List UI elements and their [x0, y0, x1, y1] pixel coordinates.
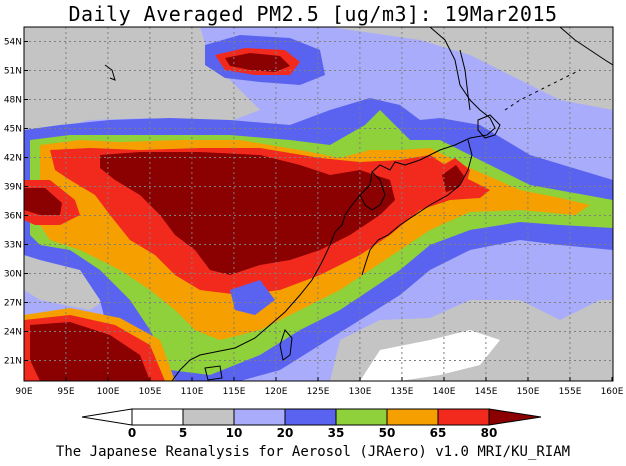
colorbar-overflow-triangle: [488, 408, 542, 426]
lon-tick-label: 150E: [517, 387, 540, 397]
longitude-axis: 90E 95E 100E 105E 110E 115E 120E 125E 130E 135E 14…: [15, 377, 624, 397]
colorbar-level-label: 50: [379, 426, 396, 440]
colorbar-swatch: [233, 408, 286, 426]
data-credit: The Japanese Reanalysis for Aerosol (JRA…: [55, 444, 571, 460]
lat-tick-label: 24N: [4, 328, 22, 338]
colorbar-underflow-triangle: [81, 408, 133, 426]
lon-tick-label: 125E: [307, 387, 330, 397]
field-gray-nw: [24, 27, 260, 140]
lat-tick-label: 30N: [4, 270, 22, 280]
coastline-taiwan: [279, 329, 293, 361]
coastline-hokkaido: [477, 114, 501, 139]
graticule: [24, 27, 613, 381]
coastline-kuril: [504, 69, 581, 111]
colorbar-swatch: [386, 408, 439, 426]
map-title: Daily Averaged PM2.5 [ug/m3]: 19Mar2015: [68, 2, 558, 26]
coastline-lake-baikal: [104, 64, 116, 81]
colorbar-level-label: 20: [277, 426, 294, 440]
lon-tick-label: 160E: [601, 387, 624, 397]
coastline-korea: [359, 171, 386, 211]
field-white-se: [360, 330, 500, 381]
field-darkred-core: [100, 152, 395, 275]
lat-tick-label: 36N: [4, 212, 22, 222]
lon-tick-label: 140E: [433, 387, 456, 397]
lon-tick-label: 135E: [391, 387, 414, 397]
coastline-honshu: [377, 139, 473, 241]
lat-tick-label: 45N: [4, 125, 22, 135]
lat-tick-label: 51N: [4, 67, 22, 77]
lon-tick-label: 110E: [181, 387, 204, 397]
colorbar-level-label: 10: [226, 426, 243, 440]
latitude-axis: 54N 51N 48N 45N 42N 39N 36N 33N 30N 27N 24N 21N: [4, 38, 28, 367]
lat-tick-label: 21N: [4, 357, 22, 367]
colorbar-level-label: 35: [328, 426, 345, 440]
lon-tick-label: 120E: [265, 387, 288, 397]
field-darkred-west-core: [24, 188, 62, 215]
colorbar-level-label: 65: [430, 426, 447, 440]
field-darkred-north: [225, 53, 290, 72]
coastline-hainan: [204, 365, 223, 381]
lon-tick-label: 90E: [15, 387, 32, 397]
lon-tick-label: 95E: [57, 387, 74, 397]
coastlines: [104, 27, 613, 381]
colorbar-swatch: [437, 408, 490, 426]
lat-tick-label: 48N: [4, 96, 22, 106]
colorbar-swatch: [182, 408, 235, 426]
field-darkred-sw: [30, 322, 150, 381]
colorbar-swatch: [131, 408, 184, 426]
lat-tick-label: 39N: [4, 183, 22, 193]
coastline-sakhalin: [459, 49, 471, 111]
colorbar-swatch: [335, 408, 388, 426]
colorbar-level-label: 0: [128, 426, 136, 440]
lat-tick-label: 42N: [4, 154, 22, 164]
lon-tick-label: 155E: [559, 387, 582, 397]
lat-tick-label: 33N: [4, 241, 22, 251]
lon-tick-label: 145E: [475, 387, 498, 397]
field-blue-south: [230, 280, 275, 315]
lon-tick-label: 105E: [139, 387, 162, 397]
colorbar-swatch: [284, 408, 337, 426]
lon-tick-label: 115E: [223, 387, 246, 397]
lon-tick-label: 100E: [97, 387, 120, 397]
colorbar: 0 5 10 20 35 50 65 80: [81, 408, 542, 440]
lon-tick-label: 130E: [349, 387, 372, 397]
coastline-russia-east: [429, 27, 496, 136]
coastline-kyushu: [361, 239, 379, 276]
colorbar-level-label: 80: [481, 426, 498, 440]
field-darkred-japan: [442, 165, 464, 192]
coastline-kamchatka: [559, 27, 613, 66]
lat-tick-label: 54N: [4, 38, 22, 48]
coastline-mainland-east: [171, 134, 488, 381]
colorbar-level-label: 5: [179, 426, 187, 440]
lat-tick-label: 27N: [4, 299, 22, 309]
